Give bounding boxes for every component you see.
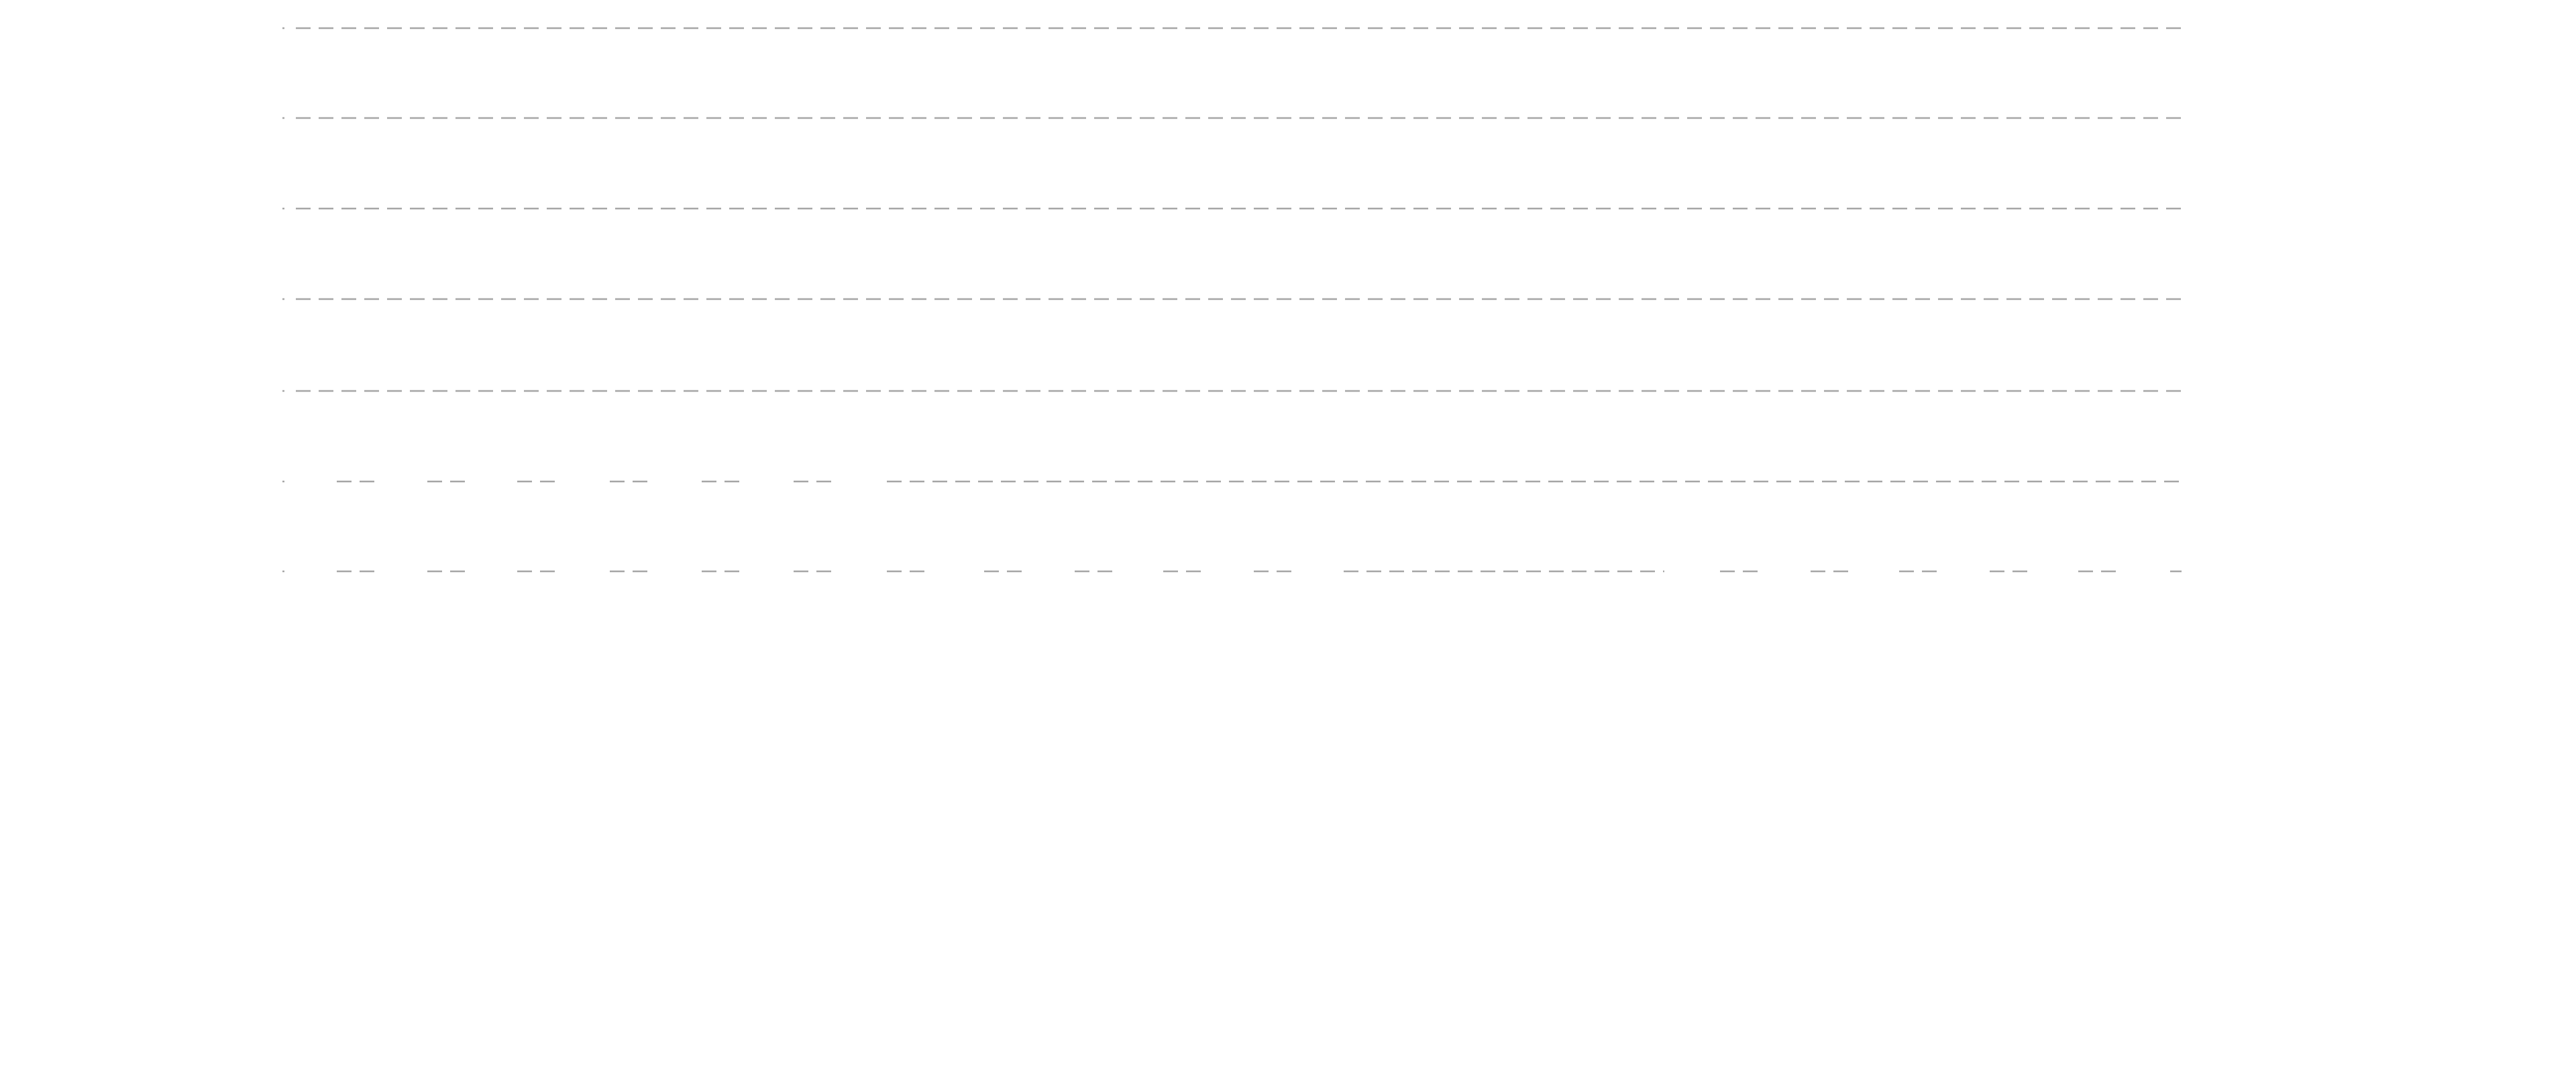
page: {} (() => { JSON.parse(document.getEleme… (282, 27, 2182, 573)
dashed-rows (282, 27, 2182, 573)
